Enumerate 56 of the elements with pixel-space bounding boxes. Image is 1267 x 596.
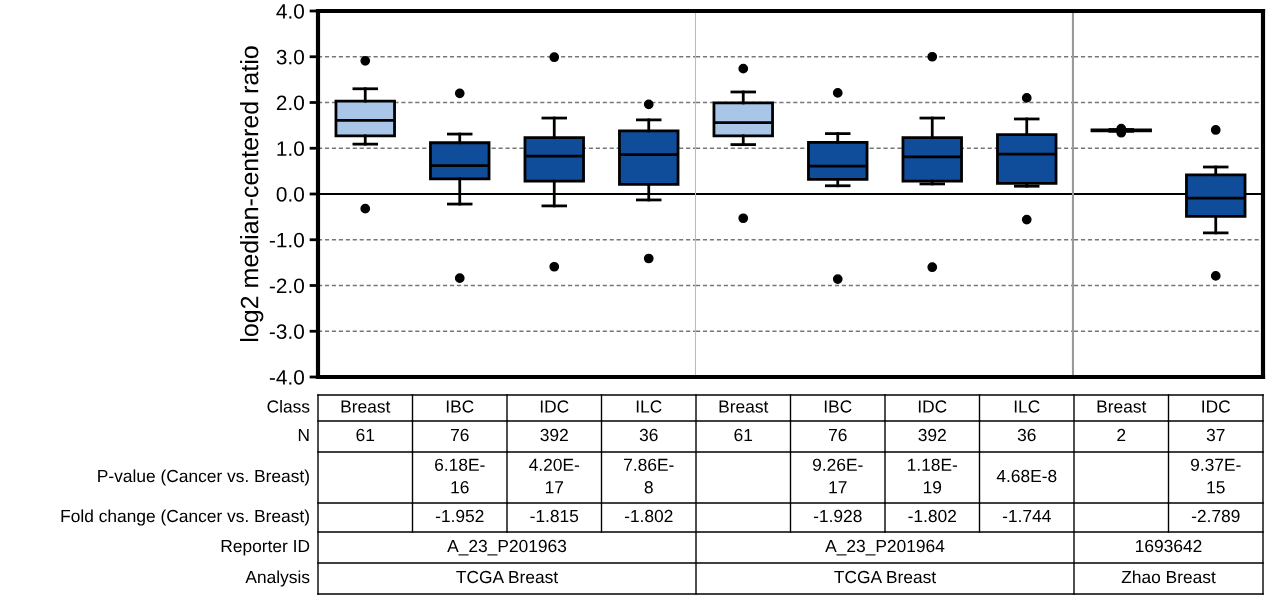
text: -1.802 [624, 509, 673, 523]
category-label: Breast [341, 400, 391, 413]
text: Analysis [245, 570, 310, 587]
text: A_23_P201964 [825, 539, 945, 556]
y-tick-label: -3.0 [269, 324, 304, 339]
text: 61 [734, 428, 753, 442]
category-label: IBC [446, 400, 474, 413]
text: 1693642 [1136, 539, 1202, 553]
y-tick-label: 3.0 [276, 49, 304, 65]
category-label: IDC [540, 400, 569, 413]
category-label: IBC [824, 400, 852, 413]
text: -1.928 [813, 509, 862, 523]
text: P-value (Cancer vs. Breast) [98, 469, 309, 486]
text: 9.26E- 17 [812, 458, 863, 494]
category-label: IDC [1202, 400, 1231, 413]
text: 76 [450, 428, 469, 442]
text: TCGA Breast [456, 570, 559, 584]
text: -1.744 [1002, 510, 1051, 522]
text: 2 [1117, 428, 1126, 441]
text: TCGA Breast [834, 570, 937, 584]
text: N [298, 429, 309, 441]
text: 76 [828, 428, 847, 442]
y-tick-label: 2.0 [276, 95, 304, 111]
y-axis-title: log2 median-centered ratio [240, 46, 264, 341]
text: 37 [1206, 428, 1225, 442]
text: -1.802 [908, 509, 956, 523]
text: Reporter ID [221, 540, 310, 556]
text: 392 [918, 428, 946, 442]
text: -1.815 [530, 509, 579, 523]
category-label: Breast [719, 400, 769, 413]
text: 36 [1017, 428, 1036, 442]
text: -1.952 [435, 509, 484, 523]
text: Class [267, 399, 310, 413]
y-tick-label: 1.0 [277, 141, 304, 156]
text: Zhao Breast [1121, 570, 1216, 584]
text: 6.18E- 16 [435, 458, 485, 494]
y-tick-label: -4.0 [269, 370, 304, 385]
text: 61 [356, 428, 375, 442]
category-label: Breast [1097, 400, 1147, 413]
text: 7.86E- 8 [624, 458, 674, 494]
y-tick-label: -2.0 [269, 278, 304, 294]
text: 4.68E-8 [996, 469, 1057, 483]
category-label: ILC [1014, 400, 1040, 413]
text: Fold change (Cancer vs. Breast) [61, 509, 309, 526]
text: 9.37E- 15 [1190, 458, 1241, 494]
text: -2.789 [1191, 509, 1240, 523]
text: 1.18E- 19 [908, 458, 958, 494]
y-tick-label: 4.0 [276, 4, 304, 19]
text: A_23_P201963 [447, 539, 567, 556]
text: 36 [639, 428, 658, 442]
category-label: ILC [636, 400, 662, 413]
category-label: IDC [918, 400, 947, 413]
text: 4.20E- 17 [529, 458, 580, 494]
y-tick-label: -1.0 [269, 232, 304, 248]
y-tick-label: 0.0 [276, 187, 304, 202]
text: 392 [540, 428, 568, 442]
